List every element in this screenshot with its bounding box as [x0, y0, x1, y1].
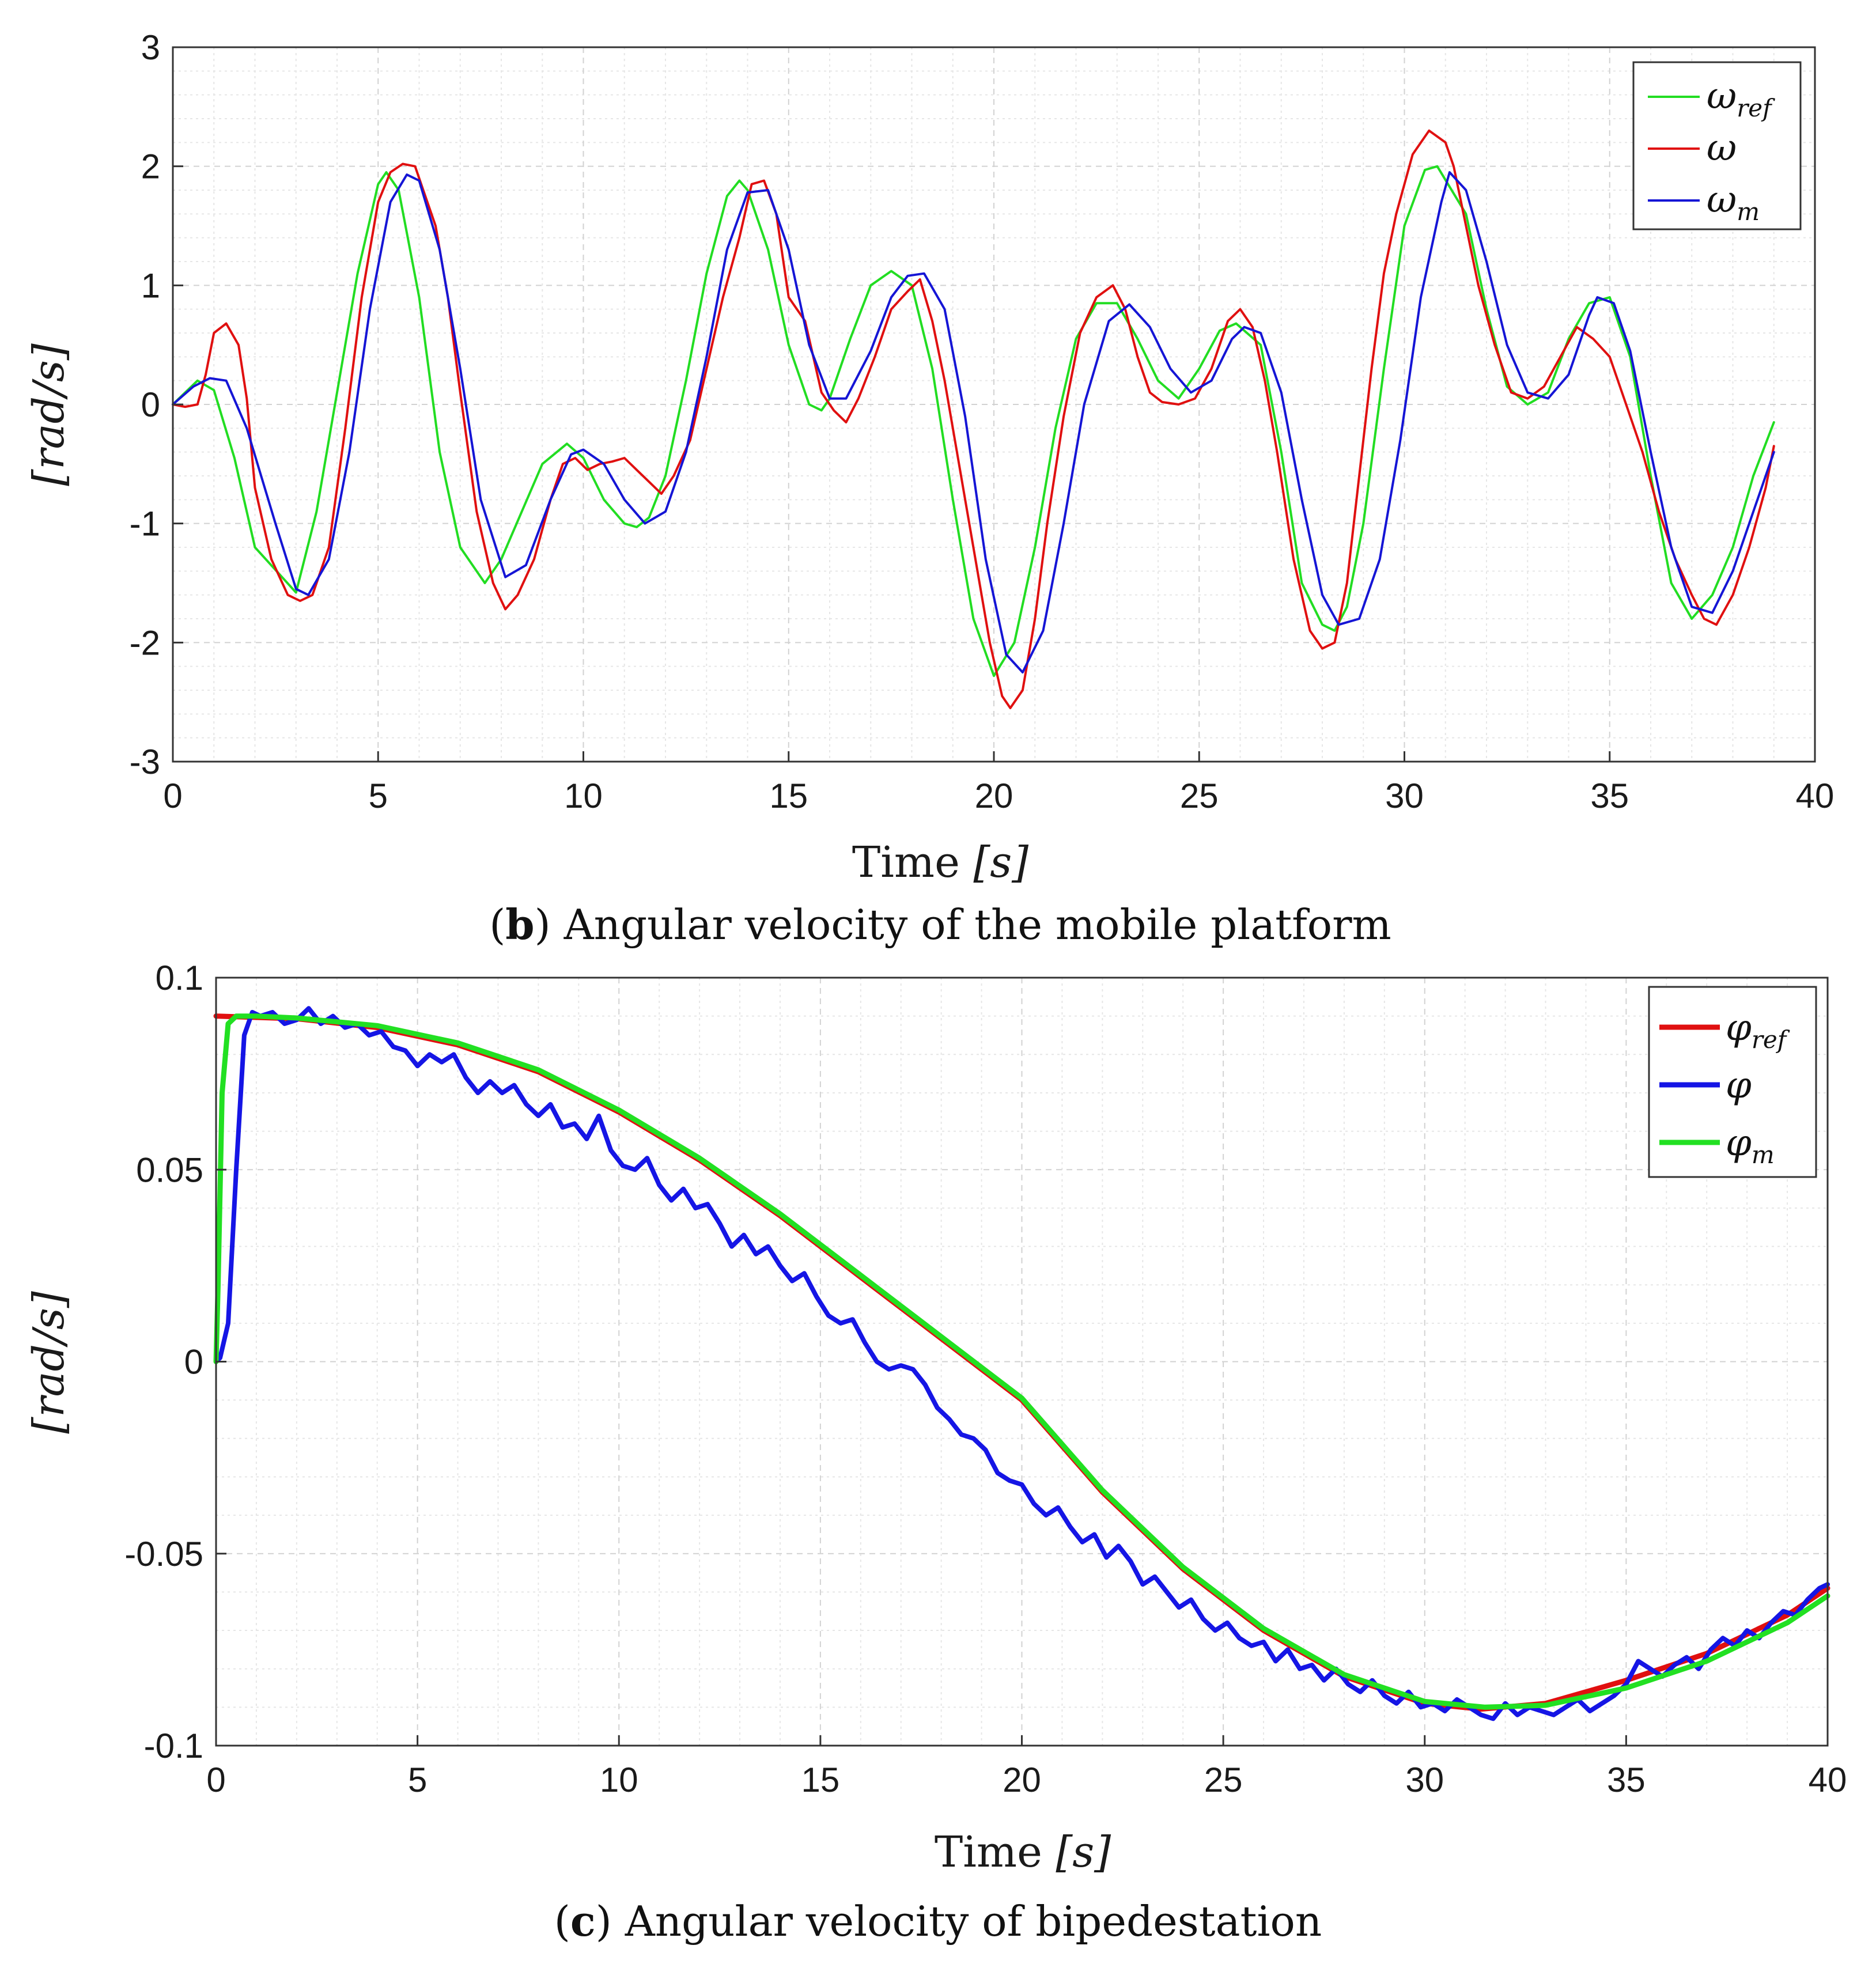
- xlabel-c: Time [s]: [935, 1827, 1111, 1877]
- series-line-ω_ref: [172, 165, 1775, 678]
- angular-velocity-bipedestation-chart: 0 5 10 15 20 25 30 35 40 -0.1 -0.05 0 0.05 0.1 [rad/s…: [24, 959, 1847, 1946]
- x-tick-label: 5: [408, 1761, 427, 1799]
- legend-box-c: [1648, 986, 1817, 1178]
- legend-label-phi-m: φm: [1726, 1122, 1775, 1169]
- series-line-ω_m: [172, 171, 1775, 673]
- ticks-b: 0 5 10 15 20 25 30 35 40 -3 -2 -1 0 1 2 3: [130, 28, 1835, 815]
- legend-label-phi: φ: [1726, 1064, 1752, 1107]
- x-tick-label: 25: [1180, 777, 1219, 815]
- legend-label-phi-ref: φref: [1726, 1006, 1790, 1054]
- legend-label-omega: ω: [1707, 127, 1737, 169]
- legend-c: φref φ φm: [1648, 986, 1817, 1178]
- caption-b: (b) Angular velocity of the mobile platf…: [489, 900, 1391, 949]
- y-tick-label: -2: [130, 623, 160, 662]
- x-tick-label: 0: [163, 777, 182, 815]
- x-tick-label: 10: [600, 1761, 638, 1799]
- y-tick-label: -1: [130, 505, 160, 543]
- ticks-c: 0 5 10 15 20 25 30 35 40 -0.1 -0.05 0 0.05 0.1: [124, 959, 1847, 1799]
- y-tick-label: 0.1: [156, 959, 203, 997]
- angular-velocity-mobile-platform-chart: 0 5 10 15 20 25 30 35 40 -3 -2 -1 0 1 2 3 [rad/s] Time …: [24, 28, 1834, 949]
- y-tick-label: 0.05: [136, 1150, 203, 1189]
- series-line-ω: [172, 129, 1775, 709]
- x-tick-label: 35: [1607, 1761, 1646, 1799]
- x-tick-label: 20: [1003, 1761, 1041, 1799]
- y-tick-label: 1: [141, 266, 160, 305]
- y-tick-label: 0: [184, 1343, 203, 1382]
- x-tick-label: 30: [1385, 777, 1424, 815]
- legend-b: ωref ω ωm: [1632, 61, 1802, 230]
- xlabel-b: Time [s]: [852, 838, 1028, 887]
- x-tick-label: 25: [1204, 1761, 1243, 1799]
- ylabel-b: [rad/s]: [24, 343, 74, 486]
- legend-label-omega-ref: ωref: [1707, 75, 1775, 122]
- y-tick-label: 2: [141, 147, 160, 186]
- x-tick-label: 15: [801, 1761, 840, 1799]
- y-tick-label: -3: [130, 743, 160, 781]
- x-tick-label: 35: [1590, 777, 1629, 815]
- series-b: [172, 129, 1775, 709]
- y-tick-label: -0.05: [124, 1535, 203, 1573]
- series-c: [213, 1006, 1830, 1721]
- x-tick-label: 20: [975, 777, 1013, 815]
- x-tick-label: 5: [369, 777, 388, 815]
- x-tick-label: 40: [1796, 777, 1835, 815]
- y-tick-label: 0: [141, 385, 160, 424]
- y-tick-label: 3: [141, 28, 160, 67]
- ylabel-c: [rad/s]: [24, 1291, 74, 1434]
- legend-label-omega-m: ωm: [1707, 179, 1760, 226]
- x-tick-label: 10: [564, 777, 603, 815]
- x-tick-label: 30: [1405, 1761, 1444, 1799]
- series-line-φ_m: [213, 1013, 1830, 1710]
- x-tick-label: 40: [1809, 1761, 1847, 1799]
- series-line-φ: [214, 1006, 1830, 1721]
- y-tick-label: -0.1: [144, 1727, 203, 1765]
- x-tick-label: 15: [769, 777, 808, 815]
- x-tick-label: 0: [206, 1761, 225, 1799]
- caption-c: (c) Angular velocity of bipedestation: [554, 1897, 1322, 1946]
